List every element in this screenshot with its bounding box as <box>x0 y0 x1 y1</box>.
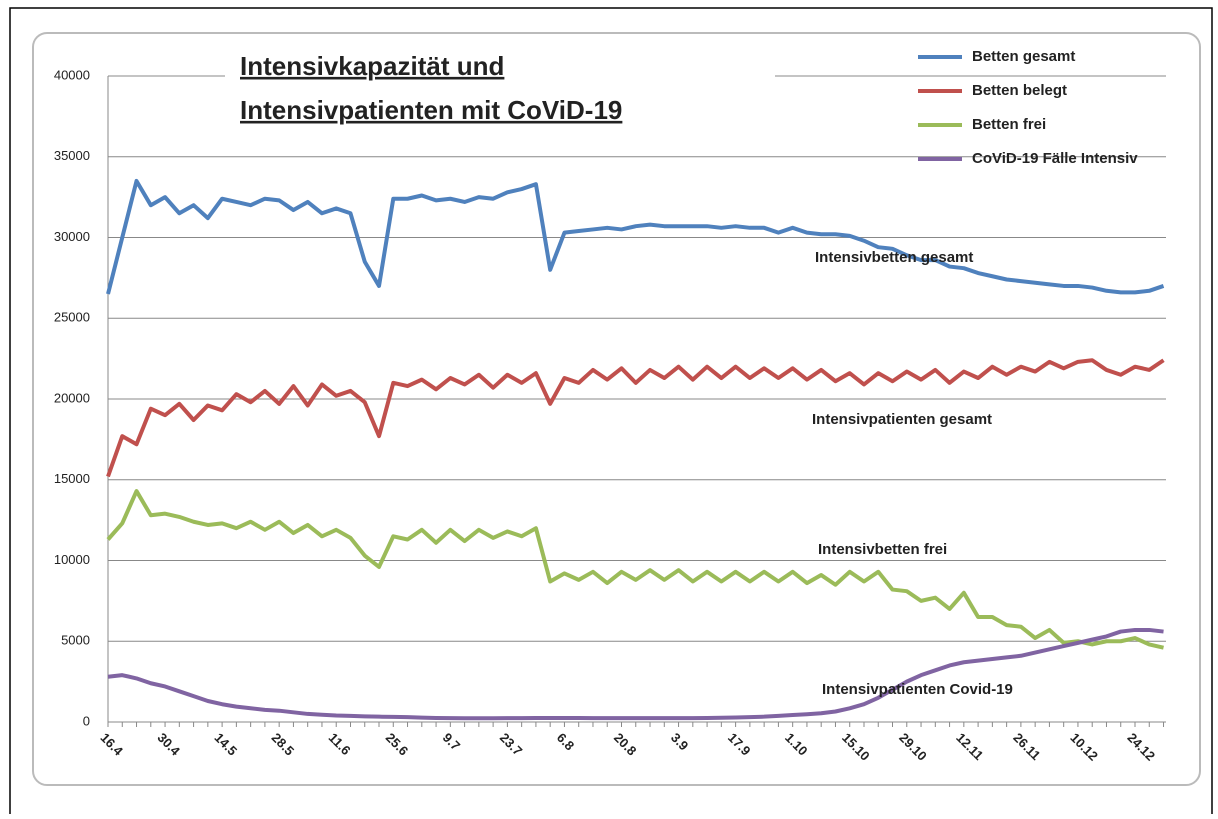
y-tick-label: 10000 <box>54 552 90 567</box>
y-tick-label: 35000 <box>54 148 90 163</box>
legend-label: CoViD-19 Fälle Intensiv <box>972 150 1138 167</box>
annotation: Intensivbetten gesamt <box>815 249 973 266</box>
title-box <box>225 40 775 132</box>
y-tick-label: 40000 <box>54 67 90 82</box>
y-tick-label: 15000 <box>54 471 90 486</box>
legend-label: Betten belegt <box>972 82 1067 99</box>
annotation: Intensivpatienten gesamt <box>812 411 992 428</box>
y-tick-label: 30000 <box>54 229 90 244</box>
plot-frame <box>32 32 1201 786</box>
legend-label: Betten gesamt <box>972 48 1075 65</box>
series-line <box>107 627 1164 721</box>
annotation: Intensivbetten frei <box>818 541 947 558</box>
y-tick-label: 25000 <box>54 310 90 325</box>
series-line <box>106 358 1165 478</box>
annotation: Intensivpatienten Covid-19 <box>822 681 1013 698</box>
title-line: Intensivkapazität und <box>240 51 504 81</box>
y-tick-label: 20000 <box>54 390 90 405</box>
series-line <box>106 489 1164 650</box>
y-tick-label: 0 <box>83 713 90 728</box>
title-line: Intensivpatienten mit CoViD-19 <box>240 95 622 125</box>
legend-label: Betten frei <box>972 116 1046 133</box>
frame <box>9 7 1213 819</box>
series-line <box>106 178 1165 295</box>
y-tick-label: 5000 <box>61 633 90 648</box>
